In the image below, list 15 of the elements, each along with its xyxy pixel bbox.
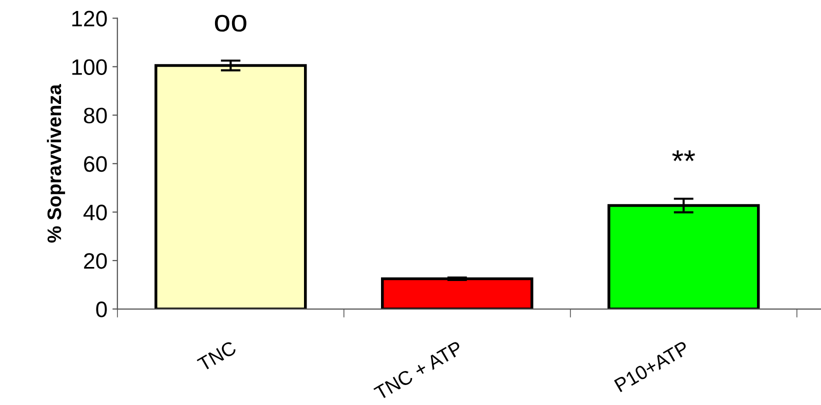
y-tick-label: 120	[72, 10, 107, 26]
y-tick-label: 60	[84, 156, 107, 172]
y-tick-label: 40	[83, 204, 107, 220]
x-tick-label: TNC + ATP	[373, 340, 464, 400]
y-tick-label: 80	[84, 108, 107, 124]
x-tick-label: TNC	[196, 340, 238, 372]
bar	[154, 64, 307, 310]
y-axis-title: % Sopravvivenza	[46, 84, 66, 243]
bar	[608, 204, 760, 310]
annotation: oo	[214, 14, 246, 32]
y-tick-label: 20	[84, 253, 107, 269]
annotation: **	[672, 150, 696, 162]
y-tick-label: 0	[96, 302, 107, 318]
bar	[381, 277, 534, 310]
y-tick-label: 100	[72, 59, 107, 75]
